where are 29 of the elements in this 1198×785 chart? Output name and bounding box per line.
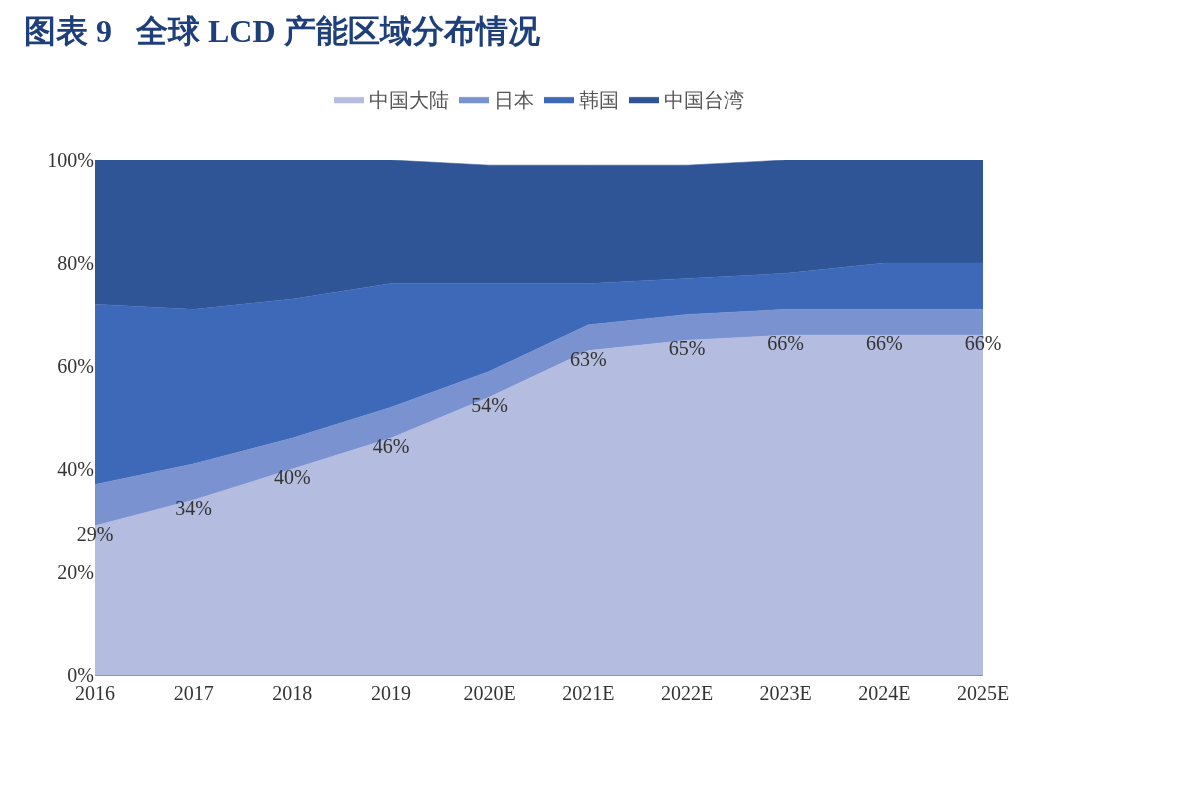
x-tick-label: 2021E [562, 682, 615, 704]
y-tick-label: 20% [57, 561, 94, 583]
data-label: 63% [569, 347, 607, 370]
x-tick-label: 2020E [463, 682, 516, 704]
x-tick-label: 2018 [272, 682, 313, 704]
data-label: 29% [76, 522, 114, 545]
legend-label: 韩国 [579, 88, 619, 113]
x-tick-label: 2025E [956, 682, 1010, 704]
data-label: 46% [372, 435, 410, 458]
data-label: 66% [865, 332, 903, 355]
legend-label: 日本 [494, 88, 534, 113]
data-label: 66% [964, 332, 1002, 355]
y-tick-label: 60% [57, 355, 94, 377]
x-tick-label: 2024E [858, 682, 911, 704]
data-label: 66% [767, 332, 805, 355]
legend-label: 中国大陆 [369, 88, 449, 113]
data-label: 65% [668, 337, 706, 360]
x-tick-label: 2019 [371, 682, 411, 704]
chart-title: 图表 9 全球 LCD 产能区域分布情况 [23, 13, 541, 50]
data-label: 34% [175, 496, 213, 519]
y-tick-label: 40% [57, 458, 94, 480]
data-label: 40% [273, 466, 311, 488]
data-label: 54% [471, 393, 509, 416]
y-tick-label: 80% [57, 252, 94, 274]
x-tick-label: 2022E [660, 682, 714, 704]
x-tick-label: 2023E [759, 682, 812, 704]
y-tick-label: 100% [47, 149, 94, 171]
x-tick-label: 2017 [173, 682, 214, 704]
legend-label: 中国台湾 [664, 88, 744, 113]
